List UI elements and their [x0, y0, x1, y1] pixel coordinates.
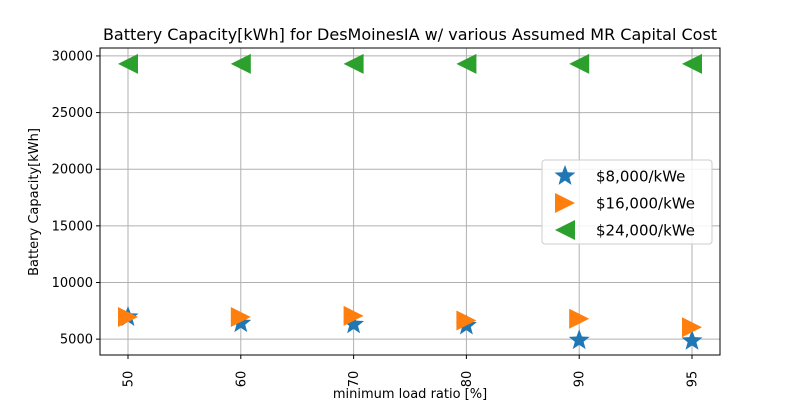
data-point — [569, 308, 590, 329]
data-point — [569, 53, 590, 74]
legend-marker — [555, 193, 575, 213]
data-point — [343, 313, 365, 334]
data-point — [682, 53, 702, 74]
y-tick-label: 30000 — [52, 49, 93, 64]
legend-marker — [555, 220, 575, 240]
legend-label: $8,000/kWe — [596, 168, 685, 186]
data-point — [568, 329, 590, 350]
data-markers — [117, 53, 703, 350]
chart-title: Battery Capacity[kWh] for DesMoinesIA w/… — [103, 25, 717, 44]
y-tick-label: 15000 — [52, 219, 93, 234]
plot-frame — [99, 47, 721, 356]
data-point — [118, 307, 138, 328]
data-point — [343, 53, 364, 74]
grid-lines — [100, 48, 720, 355]
x-tick-label: 80 — [460, 371, 475, 388]
legend-marker — [554, 165, 576, 185]
data-point — [681, 329, 703, 350]
legend-label: $16,000/kWe — [596, 195, 695, 213]
x-tick-label: 60 — [234, 371, 249, 388]
data-point — [230, 53, 251, 74]
y-tick-label: 20000 — [52, 163, 93, 178]
legend-label: $24,000/kWe — [596, 222, 695, 240]
x-tick-label: 95 — [686, 371, 701, 388]
data-point — [456, 310, 477, 331]
series-2 — [118, 305, 702, 338]
data-point — [230, 307, 251, 328]
data-point — [682, 317, 702, 338]
x-axis-label: minimum load ratio [%] — [333, 387, 487, 400]
x-axis-ticks: 50 60 70 80 90 95 — [122, 355, 701, 387]
series-3 — [118, 53, 702, 74]
data-point — [343, 305, 364, 326]
x-tick-label: 70 — [347, 371, 362, 388]
x-tick-label: 90 — [573, 371, 588, 388]
y-tick-label: 10000 — [52, 276, 93, 291]
y-tick-label: 25000 — [52, 106, 93, 121]
y-axis-label: Battery Capacity[kWh] — [27, 128, 42, 276]
y-axis-ticks: 5000 10000 15000 20000 25000 30000 — [52, 49, 100, 348]
legend-box — [541, 159, 713, 245]
x-tick-label: 50 — [122, 371, 137, 388]
y-tick-label: 5000 — [60, 333, 93, 348]
legend: $8,000/kWe $16,000/kWe $24,000/kWe — [541, 159, 713, 245]
data-point — [118, 53, 138, 74]
series-1 — [117, 306, 703, 350]
data-point — [456, 53, 477, 74]
data-point — [230, 312, 252, 333]
